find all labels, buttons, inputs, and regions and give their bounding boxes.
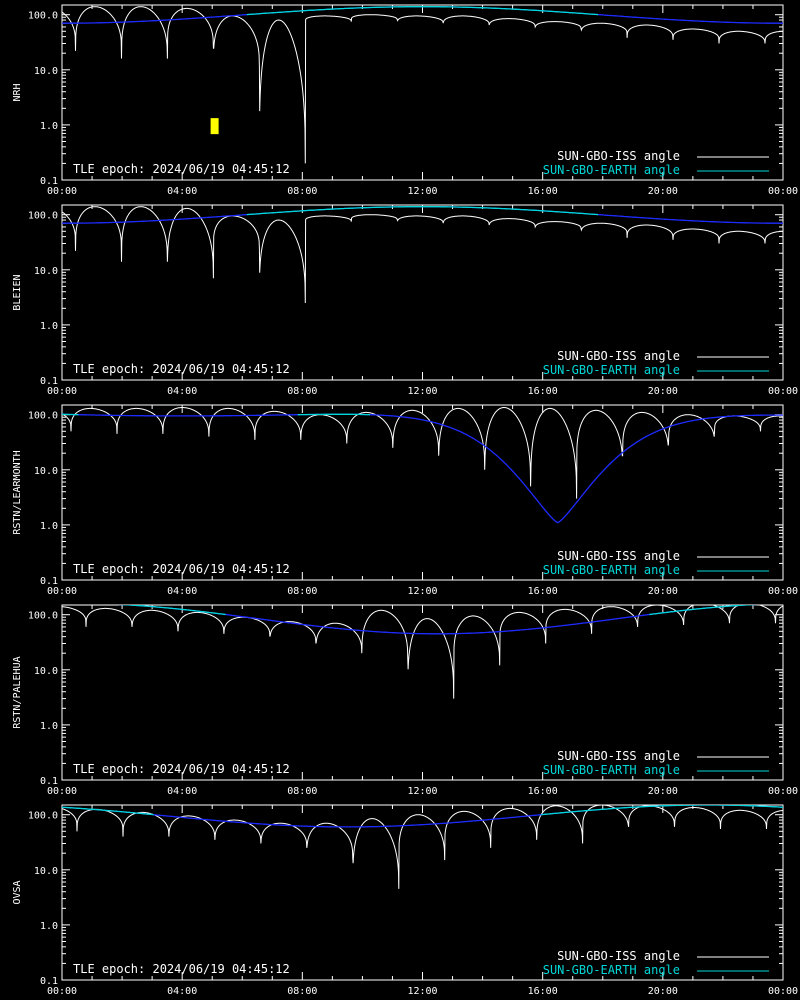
x-tick-label: 04:00 (167, 986, 197, 997)
chart-panel: 0.1 1.0 10.0 100.0 00:00 04:00 08:00 12:00 16:00… (12, 4, 798, 197)
x-tick-label: 00:00 (47, 586, 77, 597)
tle-epoch-annotation: TLE epoch: 2024/06/19 04:45:12 (73, 762, 290, 776)
y-tick-label: 0.1 (40, 976, 58, 987)
x-tick-label: 00:00 (768, 586, 798, 597)
x-tick-label: 00:00 (768, 386, 798, 397)
chart-panel: 0.1 1.0 10.0 100.0 00:00 04:00 08:00 12:00 16:00… (12, 804, 798, 997)
x-tick-label: 04:00 (167, 786, 197, 797)
y-axis-label: NRH (12, 83, 23, 101)
y-tick-label: 10.0 (34, 466, 58, 477)
x-tick-label: 16:00 (528, 186, 558, 197)
legend-iss-label: SUN-GBO-ISS angle (557, 349, 680, 363)
y-tick-label: 0.1 (40, 776, 58, 787)
series-sun-gbo-earth-highlight (246, 206, 599, 216)
x-tick-label: 00:00 (768, 186, 798, 197)
y-tick-label: 10.0 (34, 666, 58, 677)
series-sun-gbo-earth-highlight (62, 805, 783, 816)
x-tick-label: 12:00 (407, 186, 437, 197)
y-tick-label: 0.1 (40, 576, 58, 587)
series-sun-gbo-iss (62, 6, 783, 164)
y-tick-label: 100.0 (28, 11, 58, 22)
y-axis-label: RSTN/LEARMONTH (12, 450, 23, 534)
y-tick-label: 0.1 (40, 176, 58, 187)
x-tick-label: 00:00 (768, 986, 798, 997)
series-sun-gbo-earth-highlight (246, 6, 599, 16)
y-tick-label: 1.0 (40, 721, 58, 732)
legend-earth-label: SUN-GBO-EARTH angle (543, 163, 680, 177)
legend-earth-label: SUN-GBO-EARTH angle (543, 763, 680, 777)
chart-panel: 0.1 1.0 10.0 100.0 00:00 04:00 08:00 12:00 16:00… (12, 604, 798, 797)
tle-epoch-annotation: TLE epoch: 2024/06/19 04:45:12 (73, 962, 290, 976)
series-sun-gbo-iss (62, 605, 783, 699)
x-tick-label: 08:00 (287, 186, 317, 197)
x-tick-label: 12:00 (407, 386, 437, 397)
x-tick-label: 08:00 (287, 386, 317, 397)
legend-iss-label: SUN-GBO-ISS angle (557, 149, 680, 163)
x-tick-label: 20:00 (648, 386, 678, 397)
x-tick-label: 20:00 (648, 586, 678, 597)
legend-earth-label: SUN-GBO-EARTH angle (543, 963, 680, 977)
y-axis-label: RSTN/PALEHUA (12, 656, 23, 728)
x-tick-label: 12:00 (407, 986, 437, 997)
y-tick-label: 10.0 (34, 866, 58, 877)
chart-panel: 0.1 1.0 10.0 100.0 00:00 04:00 08:00 12:00 16:00… (12, 404, 798, 597)
series-sun-gbo-earth (62, 413, 783, 524)
legend-iss-label: SUN-GBO-ISS angle (557, 549, 680, 563)
y-tick-label: 100.0 (28, 811, 58, 822)
x-tick-label: 00:00 (47, 186, 77, 197)
y-tick-label: 100.0 (28, 611, 58, 622)
legend-earth-label: SUN-GBO-EARTH angle (543, 563, 680, 577)
x-tick-label: 00:00 (47, 386, 77, 397)
y-tick-label: 1.0 (40, 521, 58, 532)
x-tick-label: 08:00 (287, 586, 317, 597)
y-tick-label: 1.0 (40, 121, 58, 132)
x-tick-label: 04:00 (167, 386, 197, 397)
x-tick-label: 16:00 (528, 786, 558, 797)
y-tick-label: 10.0 (34, 266, 58, 277)
series-sun-gbo-earth-highlight (116, 605, 759, 616)
legend-earth-label: SUN-GBO-EARTH angle (543, 363, 680, 377)
x-tick-label: 00:00 (47, 986, 77, 997)
event-marker (210, 118, 219, 135)
x-tick-label: 04:00 (167, 186, 197, 197)
x-tick-label: 16:00 (528, 986, 558, 997)
tle-epoch-annotation: TLE epoch: 2024/06/19 04:45:12 (73, 362, 290, 376)
chart-panel: 0.1 1.0 10.0 100.0 00:00 04:00 08:00 12:00 16:00… (12, 204, 798, 397)
y-tick-label: 1.0 (40, 921, 58, 932)
y-tick-label: 1.0 (40, 321, 58, 332)
y-tick-label: 0.1 (40, 376, 58, 387)
tle-epoch-annotation: TLE epoch: 2024/06/19 04:45:12 (73, 562, 290, 576)
x-tick-label: 12:00 (407, 586, 437, 597)
x-tick-label: 08:00 (287, 986, 317, 997)
x-tick-label: 00:00 (47, 786, 77, 797)
tle-epoch-annotation: TLE epoch: 2024/06/19 04:45:12 (73, 162, 290, 176)
x-tick-label: 12:00 (407, 786, 437, 797)
series-sun-gbo-iss (62, 407, 783, 499)
x-tick-label: 20:00 (648, 986, 678, 997)
y-tick-label: 100.0 (28, 211, 58, 222)
y-axis-label: OVSA (12, 880, 23, 904)
legend-iss-label: SUN-GBO-ISS angle (557, 949, 680, 963)
y-axis-label: BLEIEN (12, 274, 23, 310)
x-tick-label: 16:00 (528, 386, 558, 397)
x-tick-label: 16:00 (528, 586, 558, 597)
legend-iss-label: SUN-GBO-ISS angle (557, 749, 680, 763)
y-tick-label: 10.0 (34, 66, 58, 77)
x-tick-label: 20:00 (648, 786, 678, 797)
x-tick-label: 08:00 (287, 786, 317, 797)
x-tick-label: 00:00 (768, 786, 798, 797)
series-sun-gbo-iss (62, 206, 783, 304)
x-tick-label: 04:00 (167, 586, 197, 597)
series-sun-gbo-iss (62, 805, 783, 889)
y-tick-label: 100.0 (28, 411, 58, 422)
x-tick-label: 20:00 (648, 186, 678, 197)
